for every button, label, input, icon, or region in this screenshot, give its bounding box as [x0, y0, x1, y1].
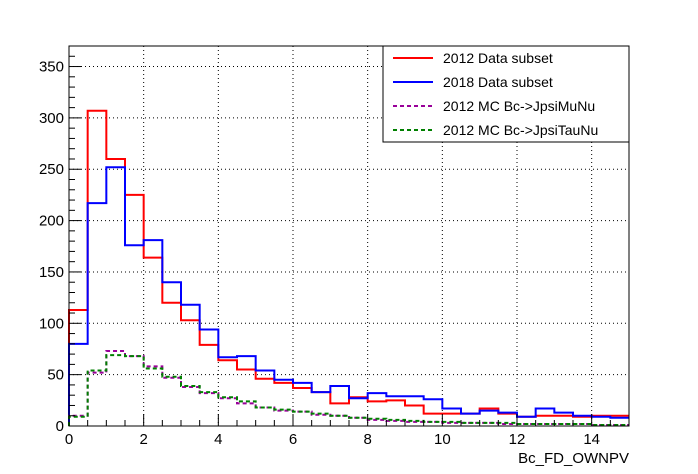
legend-box: [382, 45, 630, 143]
legend-label-0: 2012 Data subset: [443, 50, 553, 66]
x-tick-label: 2: [139, 431, 147, 448]
series-line-1: [68, 166, 629, 426]
legend: 2012 Data subset 2018 Data subset 2012 MC …: [382, 45, 630, 143]
x-tick-label: 4: [214, 431, 222, 448]
x-tick-label: 6: [289, 431, 297, 448]
y-tick-label: 150: [39, 264, 64, 281]
y-tick-label: 350: [39, 59, 64, 76]
axes: 0 2 4 6 8 10 12 14 0 50 100 150 200 250 300 350: [39, 45, 630, 448]
x-axis-label: Bc_FD_OWNPV: [518, 450, 629, 467]
legend-label-2: 2012 MC Bc->JpsiMuNu: [443, 98, 595, 114]
x-tick-label: 10: [434, 431, 451, 448]
y-tick-label: 200: [39, 213, 64, 230]
legend-label-3: 2012 MC Bc->JpsiTauNu: [443, 122, 598, 138]
y-tick-label: 0: [56, 418, 64, 435]
y-tick-label: 50: [47, 367, 64, 384]
y-tick-label: 300: [39, 110, 64, 127]
legend-label-1: 2018 Data subset: [443, 74, 553, 90]
x-tick-label: 0: [65, 431, 73, 448]
series-line-3: [68, 354, 629, 426]
x-tick-label: 8: [363, 431, 371, 448]
y-tick-label: 100: [39, 315, 64, 332]
x-tick-label: 14: [583, 431, 600, 448]
y-tick-label: 250: [39, 161, 64, 178]
x-tick-label: 12: [509, 431, 526, 448]
